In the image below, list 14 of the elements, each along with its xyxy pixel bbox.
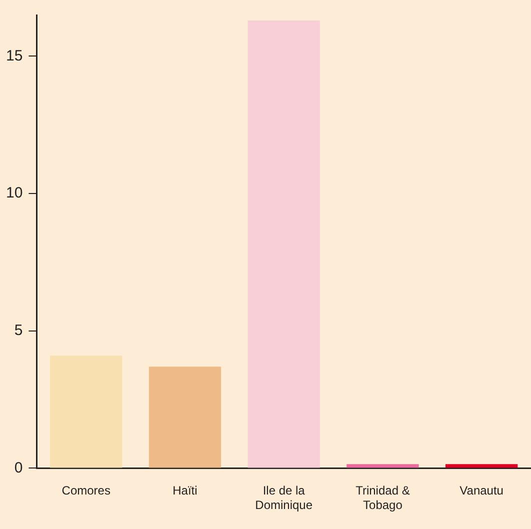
bar	[148, 366, 222, 468]
y-tick-label: 10	[6, 184, 23, 202]
bar	[346, 464, 419, 468]
y-tick-label: 5	[14, 322, 23, 340]
x-tick-label: Ile de la Dominique	[255, 484, 313, 512]
x-tick-label: Haïti	[172, 484, 198, 498]
x-tick-label: Trinidad & Tobago	[356, 484, 410, 512]
bar	[445, 464, 518, 468]
x-tick-label: Comores	[62, 484, 110, 498]
y-tick-label: 15	[6, 47, 23, 64]
bar	[50, 356, 122, 468]
x-tick-label: Vanautu	[460, 484, 504, 498]
bar	[248, 20, 320, 468]
y-tick-label: 0	[14, 459, 23, 476]
